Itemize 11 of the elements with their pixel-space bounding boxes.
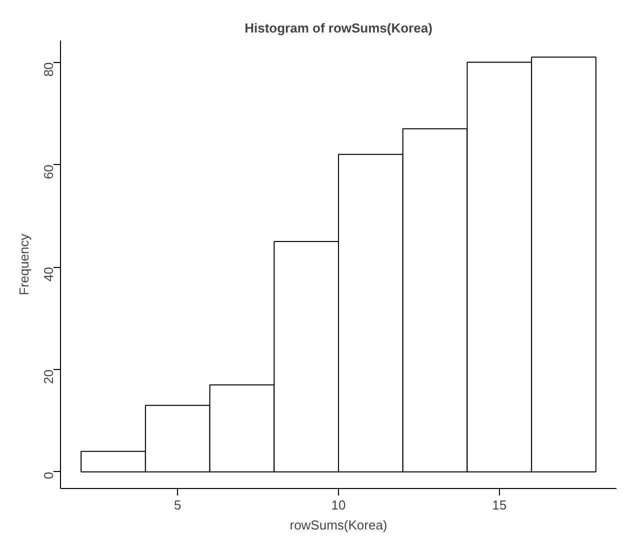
x-tick-label: 15 <box>492 498 507 512</box>
x-tick-label: 10 <box>331 498 346 512</box>
x-axis-title: rowSums(Korea) <box>290 518 388 532</box>
y-axis-title: Frequency <box>16 233 32 296</box>
chart-title: Histogram of rowSums(Korea) <box>244 20 432 36</box>
y-tick-label: 0 <box>41 472 56 480</box>
y-tick-label: 80 <box>41 62 56 77</box>
y-tick-label: 60 <box>41 164 56 180</box>
y-tick-label: 40 <box>41 267 56 282</box>
y-tick-label: 20 <box>41 369 56 384</box>
x-tick-label: 5 <box>174 498 182 512</box>
